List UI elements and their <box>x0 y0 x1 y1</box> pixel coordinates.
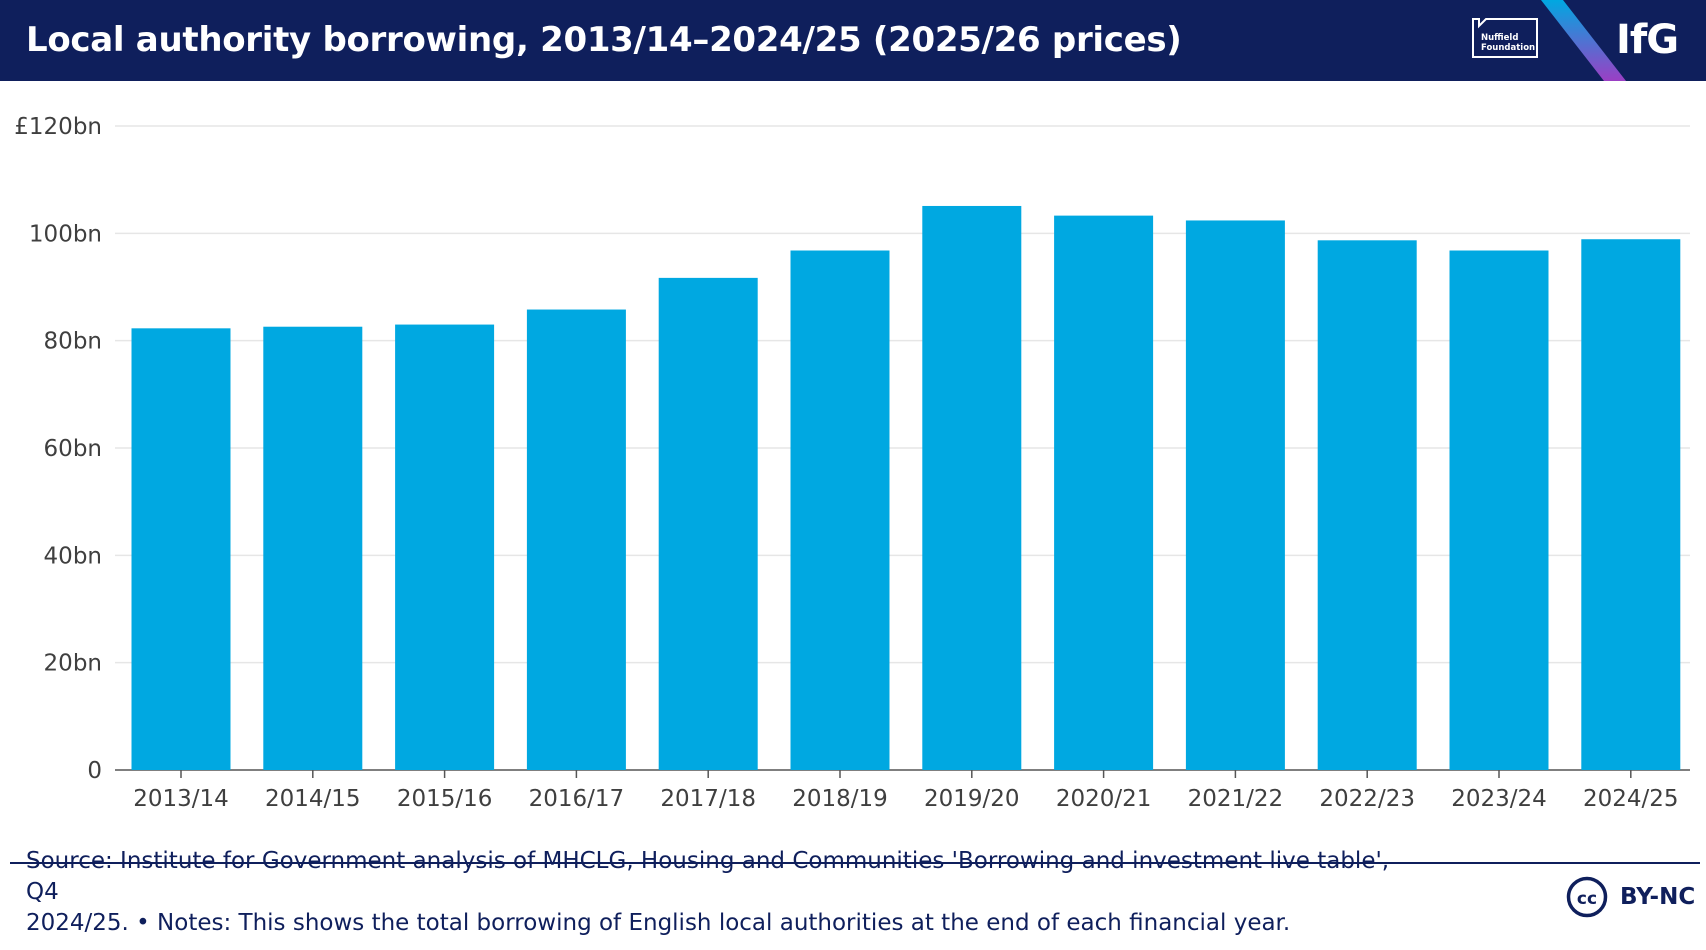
gridlines <box>115 125 1690 771</box>
source-note: Source: Institute for Government analysi… <box>26 846 1426 939</box>
x-tick-label: 2017/18 <box>660 786 756 812</box>
nuffield-foundation-logo <box>1472 18 1538 58</box>
bar-2024-25 <box>1581 239 1681 770</box>
y-tick-label: 60bn <box>44 436 102 462</box>
y-tick-label: 40bn <box>44 543 102 569</box>
x-tick-label: 2013/14 <box>133 786 229 812</box>
bars <box>131 205 1681 771</box>
y-tick-label: 80bn <box>44 329 102 355</box>
y-axis-ticks: 0 20bn 40bn 60bn 80bn 100bn £120bn <box>14 114 102 784</box>
source-line-1: Source: Institute for Government analysi… <box>26 848 1390 905</box>
bar-2023-24 <box>1449 250 1549 771</box>
ifg-logo: IfG <box>1616 17 1679 63</box>
y-tick-label: 20bn <box>44 651 102 677</box>
x-axis-ticks: 2013/14 2014/15 2015/16 2016/17 2017/18 2018/… <box>133 770 1679 812</box>
x-tick-label: 2014/15 <box>265 786 361 812</box>
x-tick-label: 2016/17 <box>529 786 625 812</box>
bar-2015-16 <box>395 324 495 770</box>
x-tick-label: 2018/19 <box>792 786 888 812</box>
y-tick-label: 0 <box>87 758 102 784</box>
decorative-stripe <box>1541 0 1626 81</box>
bar-2016-17 <box>526 309 626 770</box>
bar-2014-15 <box>263 326 363 770</box>
bar-2017-18 <box>658 277 758 770</box>
footer-divider <box>10 862 1700 864</box>
source-line-2: 2024/25. • Notes: This shows the total b… <box>26 910 1291 936</box>
x-tick-label: 2022/23 <box>1319 786 1415 812</box>
bar-2019-20 <box>922 205 1022 771</box>
bar-2013-14 <box>131 328 231 770</box>
x-tick-label: 2019/20 <box>924 786 1020 812</box>
bar-2022-23 <box>1317 240 1417 770</box>
y-tick-label: 100bn <box>29 221 102 247</box>
page-title: Local authority borrowing, 2013/14–2024/… <box>26 20 1182 60</box>
bar-2020-21 <box>1054 215 1154 770</box>
bar-chart: 0 20bn 40bn 60bn 80bn 100bn £120bn 2013/14 2014… <box>14 114 1690 812</box>
x-tick-label: 2023/24 <box>1451 786 1547 812</box>
license-label: BY-NC <box>1620 884 1696 910</box>
x-tick-label: 2024/25 <box>1583 786 1679 812</box>
svg-text:cc: cc <box>1577 889 1597 909</box>
cc-icon: cc <box>1566 876 1608 918</box>
header-bar: Local authority borrowing, 2013/14–2024/… <box>0 0 1706 81</box>
y-tick-label: £120bn <box>14 114 102 140</box>
x-tick-label: 2021/22 <box>1188 786 1284 812</box>
x-tick-label: 2020/21 <box>1056 786 1152 812</box>
x-tick-label: 2015/16 <box>397 786 493 812</box>
bar-2021-22 <box>1185 220 1285 770</box>
nuffield-foundation-logo-text: Nuffield Foundation <box>1481 33 1536 53</box>
bar-2018-19 <box>790 250 890 771</box>
